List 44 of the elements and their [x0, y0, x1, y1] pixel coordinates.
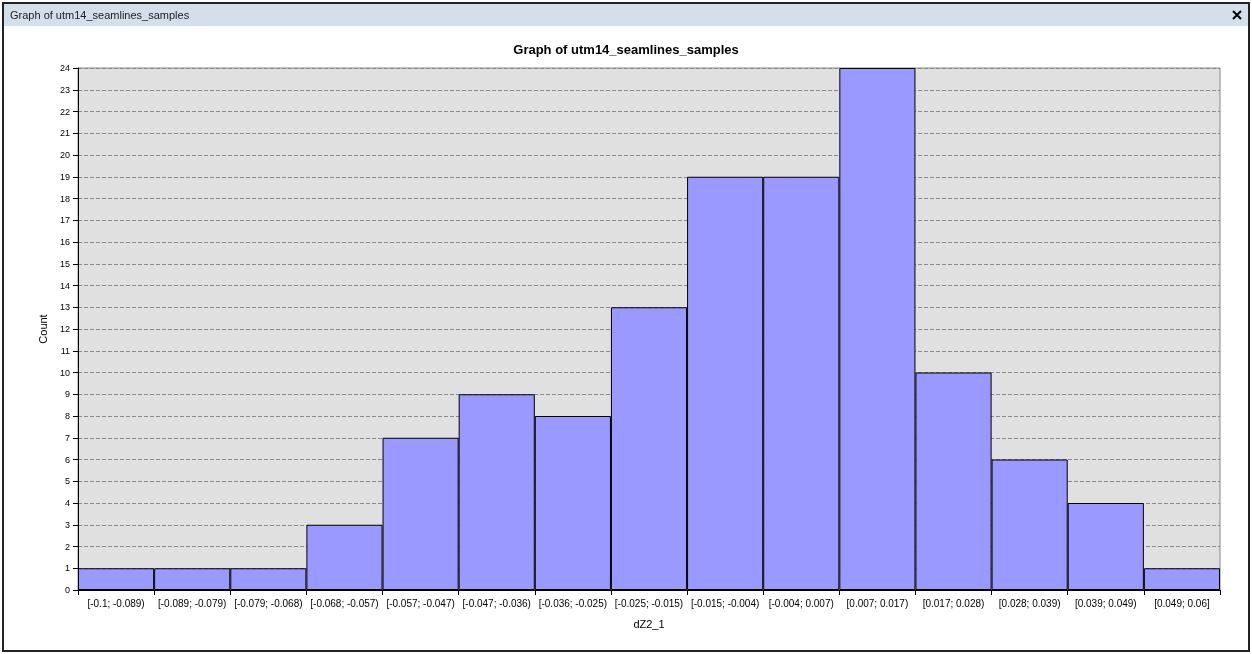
- y-tick-label: 0: [64, 585, 70, 595]
- y-tick-label: 7: [64, 432, 70, 443]
- x-tick-label: [-0.068; -0.057): [310, 597, 379, 609]
- y-axis-title: Count: [36, 314, 49, 344]
- y-tick-label: 13: [59, 302, 70, 313]
- x-axis-title: dZ2_1: [633, 617, 665, 630]
- y-tick-label: 16: [59, 237, 70, 247]
- x-tick-label: [-0.047; -0.036): [462, 597, 531, 609]
- x-tick-label: [-0.079; -0.068): [234, 597, 303, 609]
- y-tick-label: 14: [59, 280, 70, 291]
- y-tick-label: 8: [64, 411, 70, 421]
- y-tick-label: 2: [64, 541, 70, 552]
- x-tick-label: [-0.015; -0.004): [690, 597, 760, 609]
- y-tick-label: 10: [59, 367, 70, 378]
- x-tick-label: [-0.057; -0.047): [386, 597, 455, 609]
- y-tick-label: 24: [59, 63, 70, 73]
- x-tick-label: [0.007; 0.017): [846, 597, 909, 609]
- y-tick-label: 15: [59, 258, 70, 269]
- y-tick-label: 4: [64, 498, 70, 508]
- x-tick-label: [-0.036; -0.025): [538, 597, 608, 609]
- x-tick-label: [0.028; 0.039): [998, 597, 1061, 609]
- x-tick-label: [0.049; 0.06]: [1154, 597, 1210, 609]
- y-tick-label: 5: [64, 476, 70, 487]
- chart-title: Graph of utm14_seamlines_samples: [513, 42, 739, 57]
- y-tick-label: 23: [59, 84, 70, 95]
- x-tick-label: [0.039; 0.049): [1074, 597, 1137, 609]
- x-tick-label: [-0.089; -0.079): [158, 597, 227, 609]
- y-tick-label: 9: [64, 389, 70, 400]
- x-tick-label: [0.017; 0.028): [922, 597, 985, 609]
- y-tick-label: 22: [59, 106, 70, 117]
- y-tick-label: 19: [59, 171, 70, 182]
- y-tick-label: 6: [64, 454, 70, 465]
- y-tick-label: 18: [59, 193, 70, 204]
- x-tick-label: [-0.025; -0.015): [614, 597, 684, 609]
- x-tick-label: [-0.004; 0.007): [768, 597, 834, 609]
- y-tick-label: 3: [64, 519, 70, 530]
- y-tick-label: 17: [59, 215, 70, 226]
- y-tick-label: 21: [59, 128, 70, 139]
- y-tick-label: 12: [59, 324, 70, 334]
- y-tick-label: 11: [60, 345, 70, 356]
- y-tick-label: 1: [64, 563, 70, 574]
- text: Graph of utm14_seamlines_samples: [10, 9, 190, 21]
- y-tick-label: 20: [59, 150, 70, 160]
- x-tick-label: [-0.1; -0.089): [87, 597, 145, 609]
